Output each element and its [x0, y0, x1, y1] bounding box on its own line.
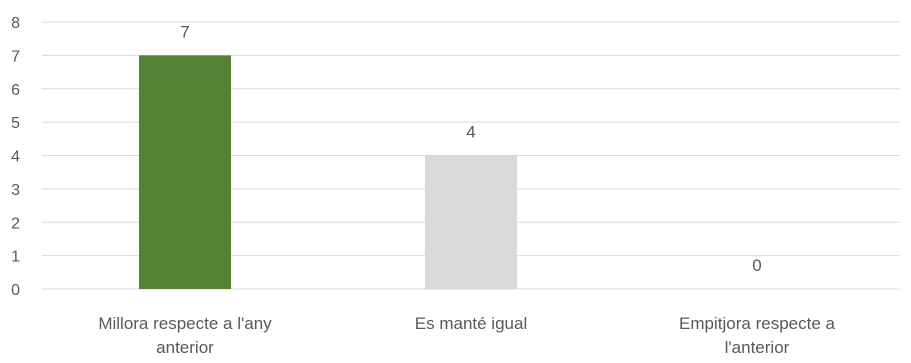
category-label-0-line-0: Millora respecte a l'any — [98, 314, 272, 333]
y-tick-label: 6 — [11, 82, 20, 99]
y-tick-label: 3 — [11, 182, 20, 199]
data-label-2: 0 — [752, 256, 761, 275]
bars — [139, 55, 517, 289]
y-tick-label: 8 — [11, 15, 20, 32]
category-labels: Millora respecte a l'any anterior Es manté… — [98, 314, 835, 357]
data-labels: 7 4 0 — [180, 22, 761, 275]
y-tick-label: 0 — [11, 282, 20, 299]
y-axis-ticks: 0 1 2 3 4 5 6 7 8 — [11, 15, 20, 299]
y-tick-label: 7 — [11, 48, 20, 65]
y-tick-label: 2 — [11, 215, 20, 232]
y-tick-label: 1 — [11, 249, 20, 266]
y-tick-label: 4 — [11, 149, 20, 166]
category-label-1-line-0: Es manté igual — [415, 314, 527, 333]
category-label-2-line-1: l'anterior — [725, 338, 790, 357]
category-label-2-line-0: Empitjora respecte a — [679, 314, 835, 333]
bar-0 — [139, 55, 231, 289]
y-tick-label: 5 — [11, 115, 20, 132]
data-label-1: 4 — [466, 123, 475, 142]
data-label-0: 7 — [180, 22, 189, 41]
bar-1 — [425, 155, 517, 289]
category-label-0-line-1: anterior — [156, 338, 214, 357]
